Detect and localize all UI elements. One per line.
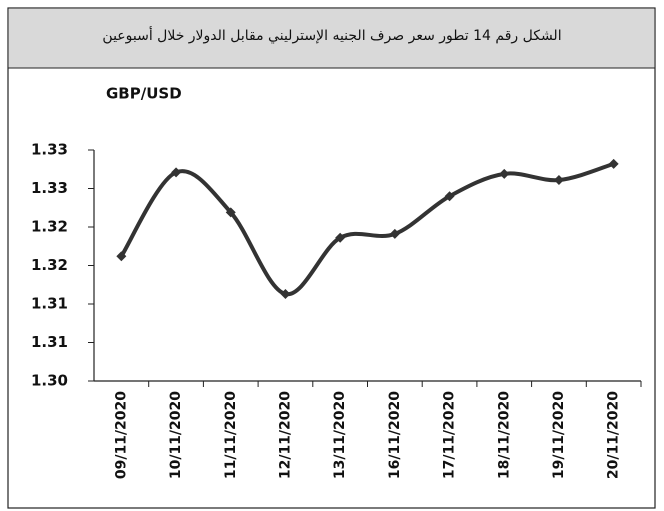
y-axis-label: GBP/USD [106,85,182,103]
point-marker [116,251,127,262]
x-tick-label: 16/11/2020 [387,391,403,479]
y-tick-label: 1.31 [31,295,68,313]
point-marker [608,158,619,169]
point-marker [225,207,236,218]
x-tick-label: 10/11/2020 [168,391,184,479]
point-marker [499,168,510,179]
chart-title: الشكل رقم 14 تطور سعر صرف الجنيه الإسترل… [102,26,561,44]
frame [7,7,656,509]
point-marker [553,175,564,186]
y-tick-label: 1.32 [31,218,68,236]
point-marker [335,232,346,243]
point-marker [389,228,400,239]
x-tick-label: 11/11/2020 [223,391,239,479]
x-tick-label: 18/11/2020 [496,391,512,479]
x-tick-label: 20/11/2020 [606,391,622,479]
x-tick-label: 09/11/2020 [113,391,129,479]
y-tick-label: 1.33 [31,179,68,197]
y-tick-label: 1.30 [31,372,68,390]
x-tick-label: 12/11/2020 [277,391,293,479]
y-tick-label: 1.33 [31,141,68,159]
y-tick-label: 1.32 [31,256,68,274]
point-marker [280,288,291,299]
x-tick-label: 19/11/2020 [551,391,567,479]
y-tick-label: 1.31 [31,333,68,351]
point-marker [444,191,455,202]
point-marker [171,167,182,178]
x-tick-label: 17/11/2020 [442,391,458,479]
header-band [8,8,655,68]
x-tick-label: 13/11/2020 [332,391,348,479]
